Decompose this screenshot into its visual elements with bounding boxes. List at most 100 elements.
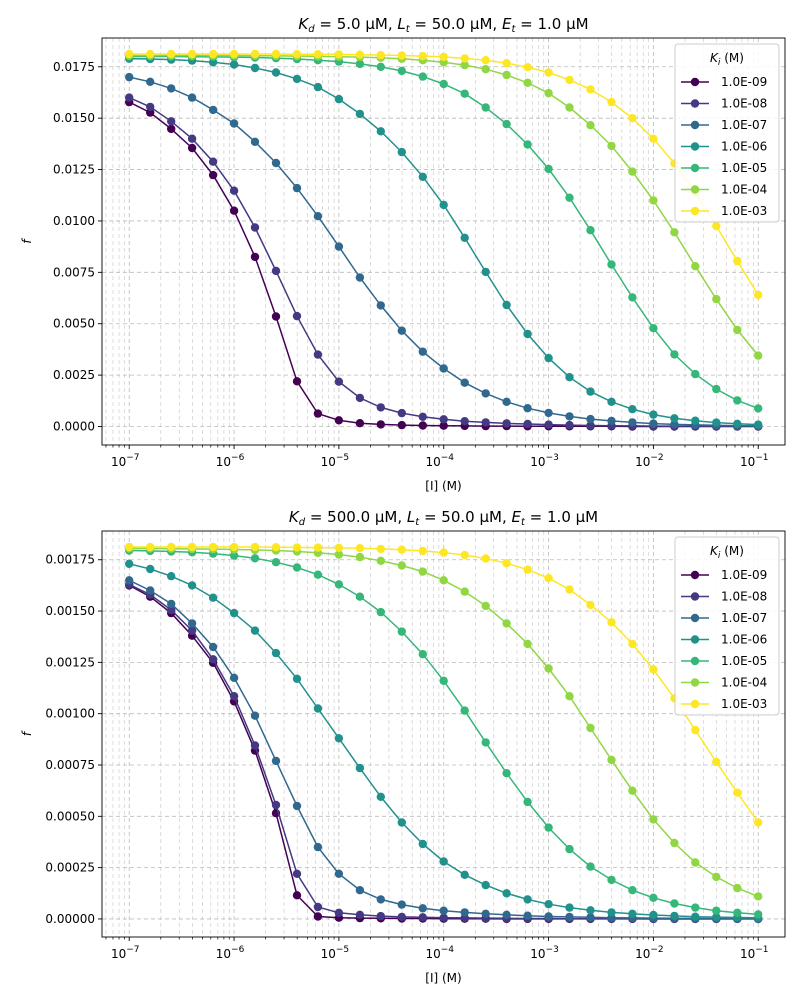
data-point [649,419,658,428]
data-point [334,50,344,59]
data-point [649,196,658,205]
legend-item-1.0E-05: 1.0E-05 [681,161,767,175]
data-point [397,326,406,335]
data-point [397,147,406,157]
data-point [544,900,553,909]
legend: Ki (M) 1.0E-09 1.0E-08 1.0E-07 1.0E-06 1.0E-0… [674,43,780,223]
data-point [460,908,469,917]
data-point [733,256,742,266]
data-point [544,353,553,363]
data-point [733,788,742,797]
data-point [733,396,742,405]
data-point [271,756,281,766]
data-point [271,266,281,276]
legend-marker [690,163,700,173]
legend-label: 1.0E-04 [721,676,767,690]
data-point [502,119,511,129]
chart-title: Kd = 500.0 µM, Lt = 50.0 µM, Et = 1.0 µM [289,508,598,528]
data-point [628,786,637,795]
data-point [355,886,365,895]
data-point [208,542,218,552]
x-tick-label: 10−6 [216,945,245,961]
data-point [670,899,679,908]
data-point [586,414,595,424]
data-point [313,912,323,921]
data-point [271,68,281,77]
legend-item-1.0E-03: 1.0E-03 [681,204,767,218]
data-point [544,574,553,583]
data-point [313,704,323,713]
y-axis: 0.00000 0.00025 0.00050 0.00075 0.00100 0.001… [45,553,102,926]
data-point [355,59,365,69]
legend-item-1.0E-05: 1.0E-05 [681,654,767,668]
data-point [187,581,197,590]
data-point [607,416,616,426]
data-point [376,127,385,136]
data-point [649,665,658,674]
data-point [397,408,406,418]
data-point [586,600,595,610]
data-point [418,412,427,421]
data-point [187,626,197,635]
y-axis-label: f [20,730,34,736]
data-point [565,412,574,421]
x-tick-label: 10−7 [111,945,140,961]
data-point [523,78,532,88]
y-tick-label: 0.00175 [45,553,95,567]
data-point [418,51,427,61]
data-point [125,576,134,585]
data-point [271,543,281,552]
data-point [460,378,469,387]
data-point [481,389,490,398]
data-point [334,94,344,104]
data-point [418,347,427,356]
data-point [733,419,742,428]
data-point [481,738,490,747]
data-point [355,763,365,773]
x-tick-label: 10−3 [530,945,559,961]
data-point [628,418,637,427]
data-point [460,60,469,70]
data-point [376,403,385,412]
data-point [418,421,427,430]
data-point [607,618,616,627]
legend-label: 1.0E-07 [721,118,767,132]
data-point [439,913,448,922]
data-point [586,906,595,915]
y-tick-label: 0.0100 [53,214,95,228]
series-1.0E-07 [125,72,763,431]
data-point [397,66,406,76]
data-point [502,419,511,428]
data-point [229,186,239,195]
data-point [313,570,323,579]
data-point [628,114,637,123]
data-point [334,377,344,386]
x-tick-label: 10−5 [321,453,350,469]
data-point [460,233,469,242]
y-tick-label: 0.0050 [53,317,95,331]
series-1.0E-05 [125,52,763,413]
data-point [502,397,511,406]
data-point [418,546,427,556]
data-point [670,838,679,848]
data-point [565,75,574,85]
data-point [167,542,176,552]
data-point [229,206,239,215]
data-point [439,200,448,210]
data-point [439,415,448,424]
data-point [481,56,490,65]
data-point [439,857,448,866]
x-tick-label: 10−4 [425,453,454,469]
data-point [376,556,385,565]
data-point [418,650,427,659]
x-axis-label: [I] (M) [425,479,461,493]
legend: Ki (M) 1.0E-09 1.0E-08 1.0E-07 1.0E-06 1.0E-0… [674,536,780,716]
data-point [376,301,385,310]
data-point [649,910,658,920]
y-axis-label: f [20,238,34,244]
data-point [712,872,721,882]
data-point [250,554,260,563]
x-axis-label: [I] (M) [425,971,461,985]
data-point [586,226,595,235]
data-point [565,903,574,912]
